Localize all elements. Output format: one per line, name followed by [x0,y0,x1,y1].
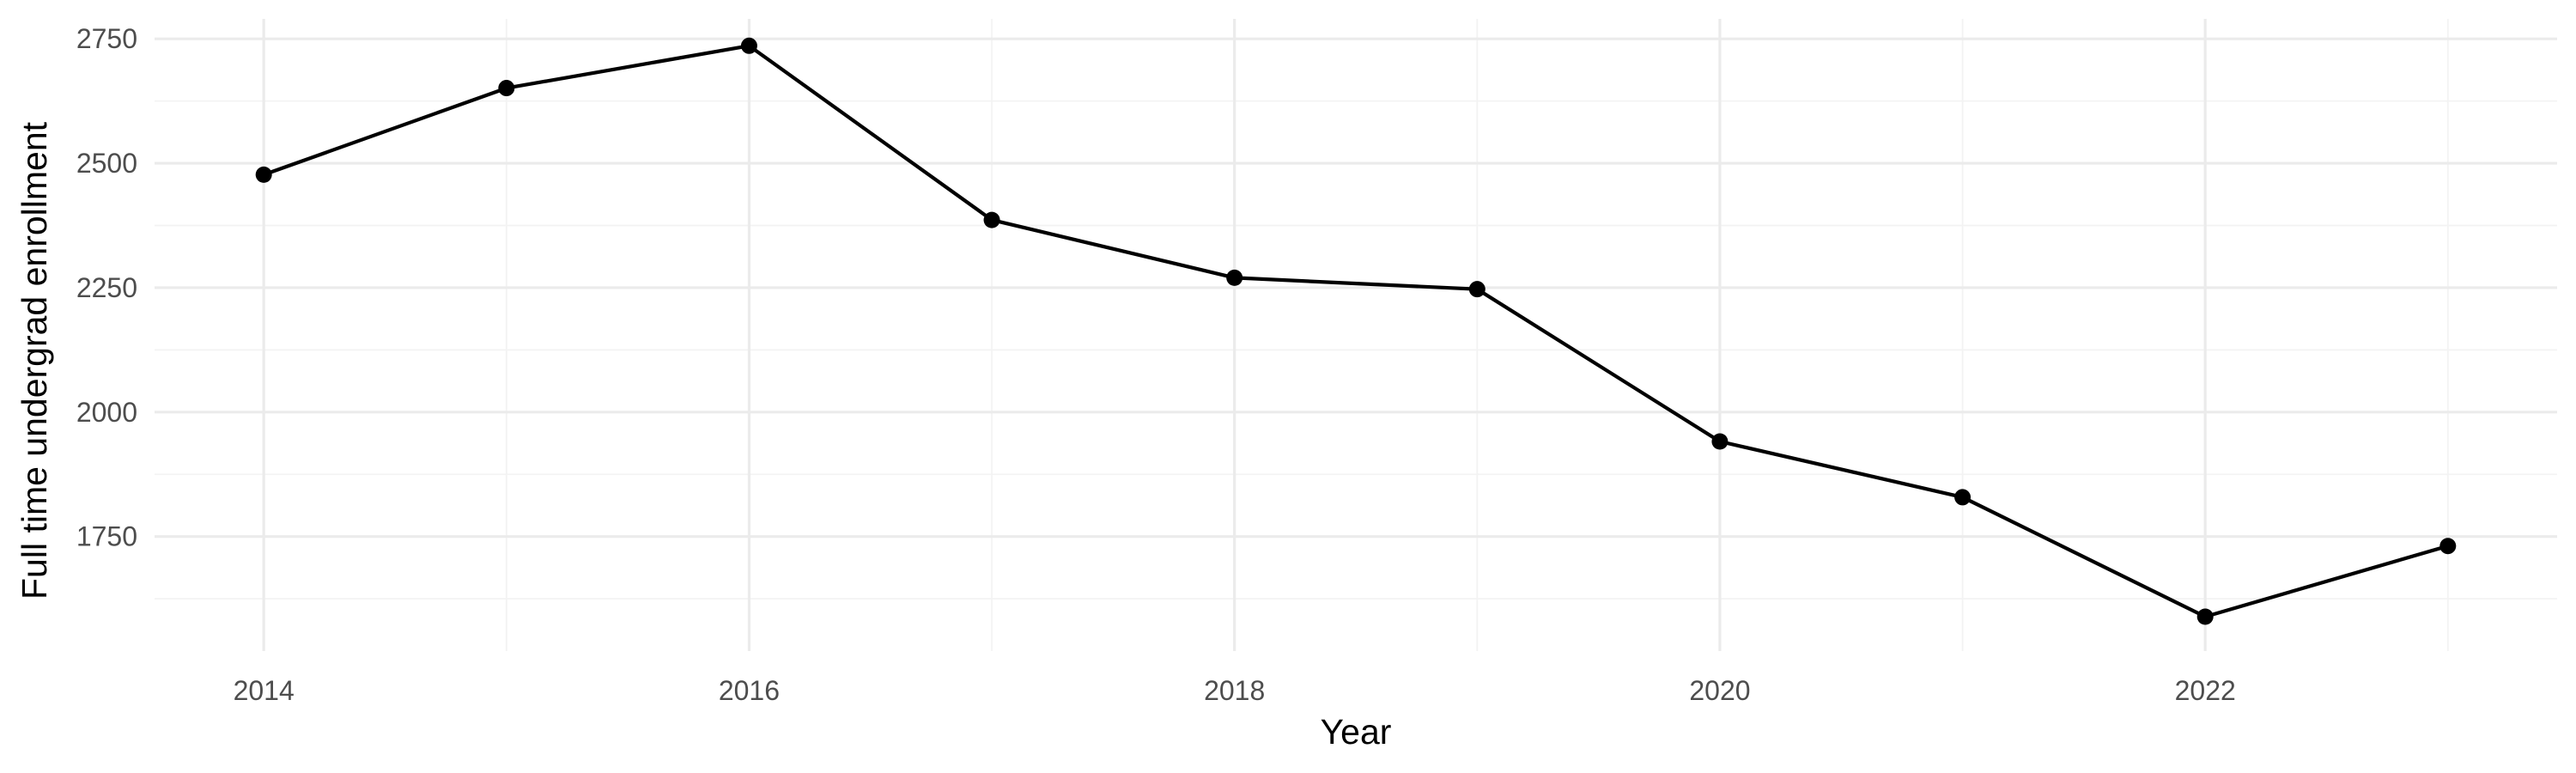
major-gridlines [155,19,2557,651]
minor-gridlines [155,19,2557,651]
y-tick-label: 2250 [76,272,137,303]
data-point-2015 [498,80,515,97]
data-point-2018 [1226,269,1243,286]
x-axis-title: Year [1321,712,1392,752]
y-tick-label: 2000 [76,397,137,428]
y-axis-title: Full time undergrad enrollment [15,121,54,600]
data-point-2017 [983,211,1000,228]
series-line [263,44,2449,619]
data-point-2020 [1711,433,1728,450]
y-tick-label: 2750 [76,23,137,54]
x-tick-label: 2018 [1204,675,1265,706]
data-point-2019 [1468,281,1485,298]
data-point-2016 [740,37,757,54]
x-tick-label: 2014 [234,675,295,706]
data-point-2022 [2196,608,2214,625]
data-point-2021 [1954,489,1971,506]
x-tick-label: 2016 [719,675,780,706]
y-tick-label: 2500 [76,148,137,179]
points-layer [255,37,2457,625]
x-tick-label: 2022 [2175,675,2236,706]
series-layer [263,44,2449,619]
y-tick-label: 1750 [76,521,137,552]
data-point-2014 [255,166,272,183]
x-axis-tick-labels: 2014 2016 2018 2020 2022 [234,675,2236,706]
data-point-2023 [2439,538,2457,555]
x-tick-label: 2020 [1689,675,1750,706]
y-axis-tick-labels: 1750 2000 2250 2500 2750 [76,23,137,552]
